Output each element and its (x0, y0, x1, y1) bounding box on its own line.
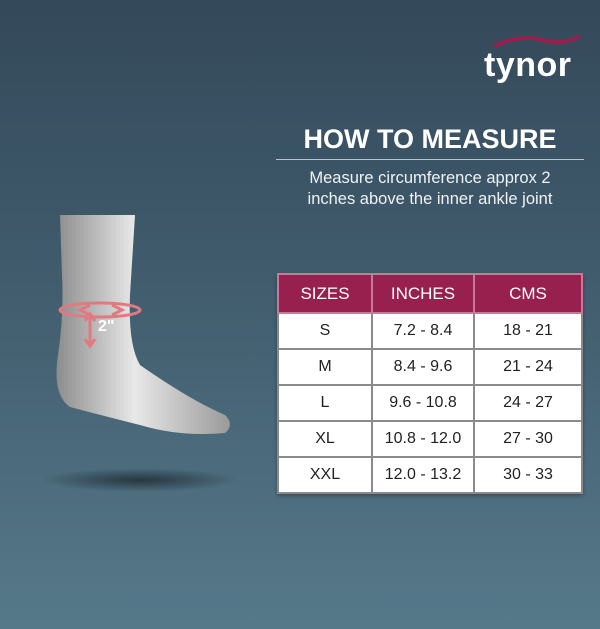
page-title: HOW TO MEASURE (303, 124, 557, 154)
table-header-row: SIZES INCHES CMS (277, 273, 583, 314)
logo-swoosh-icon (493, 34, 581, 48)
divider (276, 159, 584, 160)
inches-cell: 12.0 - 13.2 (371, 456, 475, 494)
inches-cell: 8.4 - 9.6 (371, 348, 475, 386)
table-row: L 9.6 - 10.8 24 - 27 (277, 384, 583, 422)
header-sizes: SIZES (277, 273, 373, 314)
inches-cell: 9.6 - 10.8 (371, 384, 475, 422)
tynor-logo: tynor (484, 30, 584, 90)
size-cell: XL (277, 420, 373, 458)
cms-cell: 24 - 27 (473, 384, 583, 422)
cms-cell: 30 - 33 (473, 456, 583, 494)
cms-cell: 21 - 24 (473, 348, 583, 386)
size-cell: XXL (277, 456, 373, 494)
cms-cell: 27 - 30 (473, 420, 583, 458)
size-chart-table: SIZES INCHES CMS S 7.2 - 8.4 18 - 21 M 8.4 … (277, 273, 583, 494)
table-row: XL 10.8 - 12.0 27 - 30 (277, 420, 583, 458)
logo-text: tynor (484, 46, 572, 84)
size-cell: S (277, 312, 373, 350)
instruction-line-1: Measure circumference approx 2 (309, 169, 551, 187)
foot-illustration (40, 215, 240, 492)
size-cell: M (277, 348, 373, 386)
instruction-text: Measure circumference approx 2 inches ab… (276, 168, 584, 210)
table-row: XXL 12.0 - 13.2 30 - 33 (277, 456, 583, 494)
header-inches: INCHES (371, 273, 475, 314)
header-cms: CMS (473, 273, 583, 314)
table-row: S 7.2 - 8.4 18 - 21 (277, 312, 583, 350)
cms-cell: 18 - 21 (473, 312, 583, 350)
table-row: M 8.4 - 9.6 21 - 24 (277, 348, 583, 386)
size-cell: L (277, 384, 373, 422)
instruction-line-2: inches above the inner ankle joint (307, 190, 553, 208)
measure-label: 2" (98, 318, 115, 335)
inches-cell: 10.8 - 12.0 (371, 420, 475, 458)
inches-cell: 7.2 - 8.4 (371, 312, 475, 350)
